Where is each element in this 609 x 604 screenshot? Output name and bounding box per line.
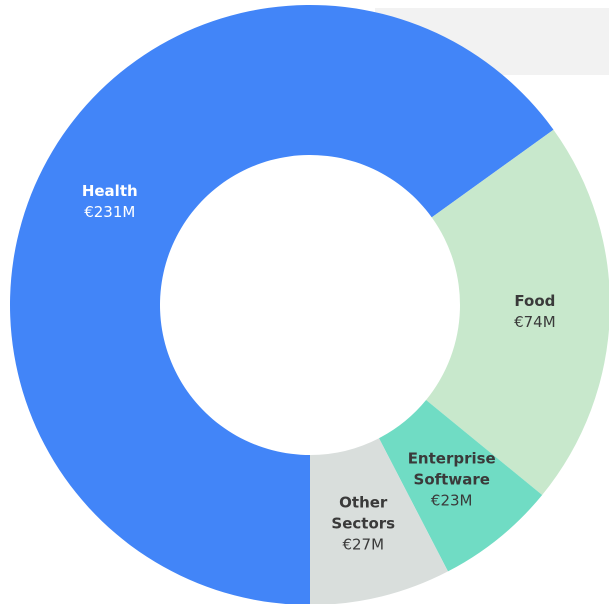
slice-value: €23M xyxy=(430,491,473,510)
slice-label: Food €74M xyxy=(480,291,590,333)
donut-slice xyxy=(310,438,448,604)
slice-name: Health xyxy=(81,182,138,201)
slice-value: €74M xyxy=(514,312,556,331)
donut-slice xyxy=(426,129,609,495)
slice-label: Enterprise Software €23M xyxy=(397,448,507,511)
slice-label: Other Sectors €27M xyxy=(308,492,418,555)
slice-value: €231M xyxy=(84,203,136,222)
donut-slice xyxy=(10,5,554,604)
slice-label: Health €231M xyxy=(55,181,165,223)
slice-value: €27M xyxy=(342,535,385,554)
slice-name: Enterprise Software xyxy=(407,449,496,489)
slice-name: Other Sectors xyxy=(331,493,396,533)
slice-name: Food xyxy=(514,291,556,310)
donut-slice xyxy=(378,399,543,572)
